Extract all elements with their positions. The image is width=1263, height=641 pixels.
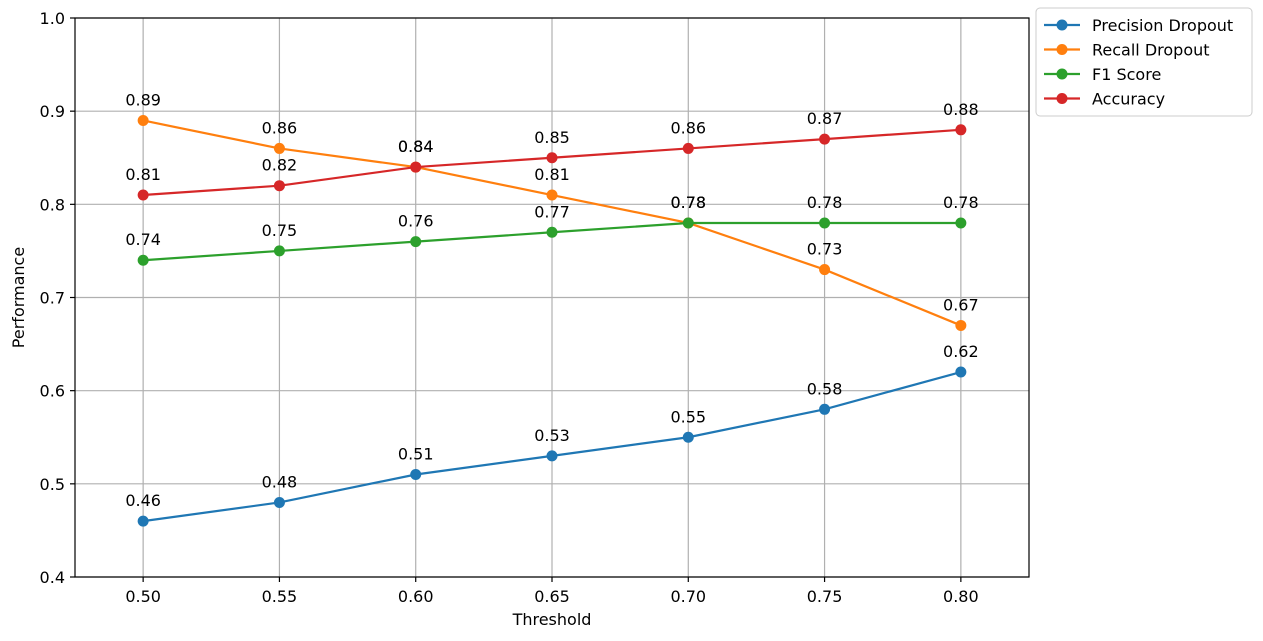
data-point-recall-dropout [137, 114, 149, 126]
legend-box [1035, 7, 1253, 117]
data-label-recall-dropout: 0.89 [125, 90, 161, 109]
data-label-precision-dropout: 0.62 [943, 342, 979, 361]
axes: 0.50 0.55 0.60 0.65 0.70 0.75 0.80 0.4 0.5 0.6 0.7… [40, 9, 1030, 606]
data-point-f1-score [273, 245, 285, 257]
legend-marker-f1-score [1056, 68, 1068, 80]
data-point-f1-score [819, 217, 831, 229]
data-label-f1-score: 0.74 [125, 230, 161, 249]
data-point-precision-dropout [546, 450, 558, 462]
data-label-f1-score: 0.78 [670, 193, 706, 212]
legend-label-recall-dropout: Recall Dropout [1092, 41, 1210, 60]
data-label-recall-dropout: 0.78 [670, 193, 706, 212]
data-point-recall-dropout [273, 142, 285, 154]
data-label-f1-score: 0.78 [943, 193, 979, 212]
data-label-recall-dropout: 0.86 [262, 118, 298, 137]
legend-label-accuracy: Accuracy [1092, 90, 1165, 109]
legend-marker-accuracy [1056, 93, 1068, 104]
data-point-accuracy [955, 124, 967, 136]
data-point-recall-dropout [955, 319, 967, 331]
data-label-f1-score: 0.77 [534, 202, 570, 221]
data-label-f1-score: 0.75 [262, 221, 298, 240]
data-label-precision-dropout: 0.48 [262, 472, 298, 491]
data-label-precision-dropout: 0.46 [125, 491, 161, 510]
x-tick-label: 0.75 [807, 587, 843, 606]
data-label-precision-dropout: 0.53 [534, 426, 570, 445]
data-point-accuracy [819, 133, 831, 145]
y-tick-label: 0.6 [40, 382, 65, 401]
data-label-f1-score: 0.76 [398, 212, 434, 231]
data-label-accuracy: 0.86 [670, 118, 706, 137]
data-label-accuracy: 0.81 [125, 165, 161, 184]
data-point-precision-dropout [137, 515, 149, 527]
data-label-precision-dropout: 0.58 [807, 379, 843, 398]
x-tick-label: 0.60 [398, 587, 434, 606]
legend-label-f1-score: F1 Score [1092, 65, 1161, 84]
legend-marker-precision-dropout [1056, 19, 1068, 31]
data-label-accuracy: 0.82 [262, 156, 298, 175]
data-point-precision-dropout [682, 431, 694, 443]
data-label-accuracy: 0.85 [534, 128, 570, 147]
y-tick-label: 0.9 [40, 102, 65, 121]
data-label-recall-dropout: 0.67 [943, 295, 979, 314]
x-tick-label: 0.80 [943, 587, 979, 606]
data-label-recall-dropout: 0.84 [398, 137, 434, 156]
y-tick-label: 1.0 [40, 9, 65, 28]
data-point-f1-score [546, 226, 558, 238]
data-label-accuracy: 0.84 [398, 137, 434, 156]
data-point-precision-dropout [410, 469, 422, 481]
data-point-accuracy [273, 180, 285, 192]
y-axis-label: Performance [9, 247, 28, 348]
data-point-recall-dropout [546, 189, 558, 201]
data-label-accuracy: 0.88 [943, 100, 979, 119]
data-point-f1-score [682, 217, 694, 229]
data-label-recall-dropout: 0.73 [807, 240, 843, 259]
data-point-precision-dropout [955, 366, 967, 378]
x-tick-label: 0.70 [670, 587, 706, 606]
data-labels: 0.46 0.48 0.51 0.53 0.55 0.58 0.62 0.89 0.86 0.84… [125, 90, 978, 510]
data-label-f1-score: 0.78 [807, 193, 843, 212]
y-tick-label: 0.8 [40, 195, 65, 214]
x-tick-label: 0.50 [125, 587, 161, 606]
legend-label-precision-dropout: Precision Dropout [1092, 16, 1233, 35]
data-label-recall-dropout: 0.81 [534, 165, 570, 184]
data-label-accuracy: 0.87 [807, 109, 843, 128]
legend: Precision Dropout Recall Dropout F1 Score A… [1035, 7, 1253, 117]
data-point-f1-score [137, 254, 149, 266]
data-point-precision-dropout [819, 403, 831, 415]
x-tick-label: 0.65 [534, 587, 570, 606]
data-point-f1-score [410, 236, 422, 248]
x-axis-label: Threshold [512, 610, 592, 629]
data-point-precision-dropout [273, 496, 285, 508]
data-point-f1-score [955, 217, 967, 229]
series-layer [137, 114, 967, 527]
data-point-accuracy [682, 142, 694, 154]
data-label-precision-dropout: 0.55 [670, 407, 706, 426]
y-tick-label: 0.7 [40, 289, 65, 308]
data-label-precision-dropout: 0.51 [398, 445, 434, 464]
x-tick-label: 0.55 [262, 587, 298, 606]
data-point-accuracy [137, 189, 149, 201]
legend-marker-recall-dropout [1056, 44, 1068, 55]
data-point-accuracy [546, 152, 558, 164]
y-tick-label: 0.5 [40, 475, 65, 494]
data-point-accuracy [410, 161, 422, 173]
y-tick-label: 0.4 [40, 568, 65, 587]
data-point-recall-dropout [819, 264, 831, 276]
